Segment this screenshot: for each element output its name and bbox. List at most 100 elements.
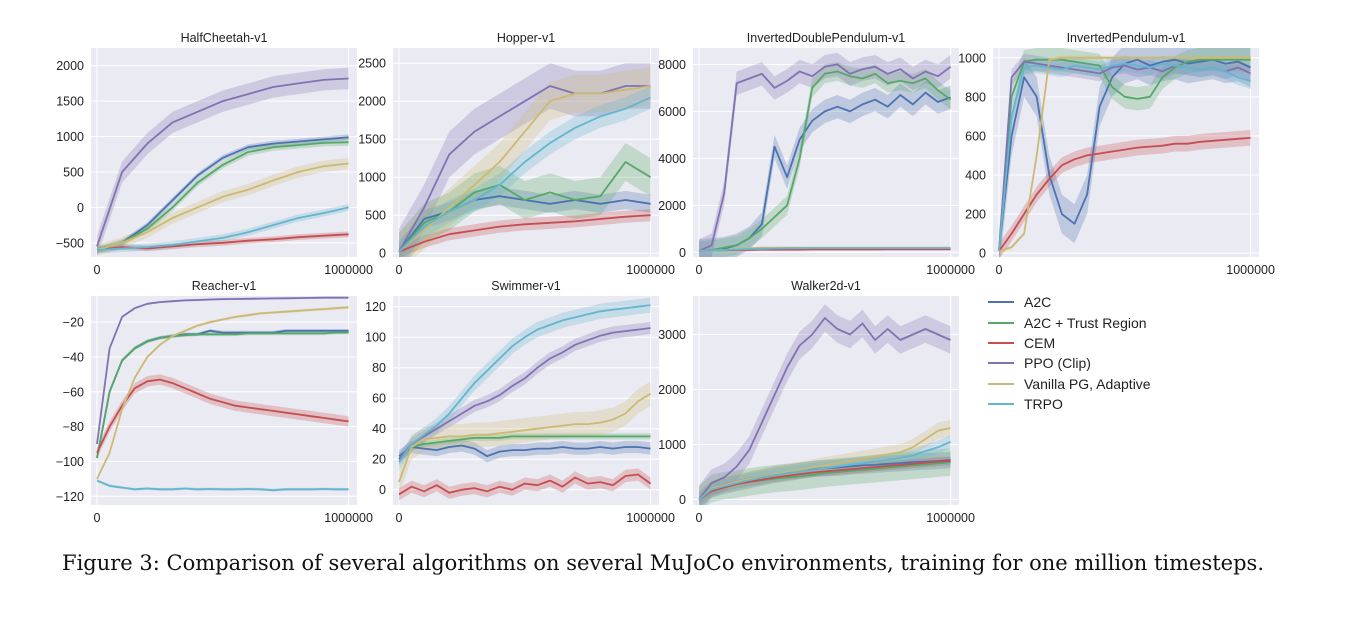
- y-tick-label: 20: [372, 453, 386, 467]
- line-trpo: [398, 304, 651, 463]
- series-group: [398, 297, 652, 501]
- line-trpo: [96, 479, 349, 492]
- line-a2c-trust-region: [698, 70, 952, 252]
- y-tick-label: 500: [63, 165, 84, 179]
- band-vanilla-pg-adaptive: [399, 67, 651, 257]
- line-a2c-trust-region: [998, 58, 1251, 252]
- line-cem: [96, 378, 349, 454]
- band-a2c-trust-region: [699, 448, 951, 505]
- y-tick-label: 8000: [658, 58, 686, 72]
- line-a2c: [398, 444, 651, 458]
- legend-label: TRPO: [1024, 396, 1063, 413]
- legend-item-cem: CEM: [988, 333, 1151, 353]
- chart-reacher-v1: −120 −100 −80 −60 −40 −20 0 1000000 Reacher-v1: [56, 279, 373, 525]
- line-ppo-clip: [398, 85, 651, 253]
- x-tick-label: 1000000: [626, 511, 675, 525]
- series-group: [698, 52, 952, 257]
- legend-label: A2C: [1024, 294, 1052, 311]
- band-ppo-clip: [97, 67, 349, 257]
- legend-item-a2c-trust-region: A2C + Trust Region: [988, 312, 1151, 332]
- chart-hopper-v1: 0 500 1000 1500 2000 2500 0 1000000 Hopper-v1: [358, 31, 675, 277]
- x-tick-label: 1000000: [1226, 263, 1275, 277]
- y-tick-label: 100: [365, 331, 386, 345]
- y-tick-label: −40: [63, 350, 84, 364]
- y-tick-label: 120: [365, 300, 386, 314]
- legend-item-a2c: A2C: [988, 292, 1151, 312]
- chart-title: InvertedPendulum-v1: [1067, 31, 1186, 45]
- line-trpo: [698, 440, 951, 501]
- band-cem: [999, 130, 1251, 257]
- legend-item-trpo: TRPO: [988, 394, 1151, 414]
- line-vanilla-pg-adaptive: [398, 392, 652, 483]
- line-ppo-clip: [398, 327, 651, 460]
- x-tick-label: 0: [94, 263, 101, 277]
- series-group: [698, 304, 951, 505]
- y-tick-label: 400: [965, 168, 986, 182]
- y-tick-label: 2000: [658, 383, 686, 397]
- x-tick-label: 0: [696, 263, 703, 277]
- line-ppo-clip: [698, 317, 951, 501]
- y-tick-label: 6000: [658, 105, 686, 119]
- chart-title: Swimmer-v1: [491, 279, 560, 293]
- line-trpo: [998, 62, 1251, 252]
- y-tick-label: 4000: [658, 152, 686, 166]
- y-tick-label: −500: [56, 236, 84, 250]
- series-group: [96, 296, 349, 492]
- legend-label: CEM: [1024, 334, 1056, 351]
- y-tick-label: 800: [965, 90, 986, 104]
- line-ppo-clip: [96, 296, 349, 445]
- line-a2c-trust-region: [96, 141, 349, 251]
- y-tick-label: 1500: [56, 95, 84, 109]
- series-group: [998, 48, 1251, 257]
- y-tick-label: 3000: [658, 328, 686, 342]
- y-tick-label: 0: [77, 201, 84, 215]
- y-tick-label: 600: [965, 129, 986, 143]
- band-a2c: [699, 451, 951, 505]
- y-tick-label: 0: [379, 483, 386, 497]
- y-tick-label: 2500: [358, 57, 386, 71]
- band-trpo: [399, 297, 651, 470]
- legend-label: PPO (Clip): [1024, 355, 1091, 372]
- band-trpo: [999, 55, 1251, 257]
- band-trpo: [699, 435, 951, 505]
- y-tick-label: 2000: [56, 59, 84, 73]
- x-tick-label: 1000000: [626, 263, 675, 277]
- y-tick-label: −60: [63, 385, 84, 399]
- y-tick-label: −120: [56, 490, 84, 504]
- band-cem: [399, 209, 651, 257]
- y-tick-label: 500: [365, 209, 386, 223]
- plot-background: [693, 296, 959, 505]
- x-tick-label: 0: [396, 263, 403, 277]
- chart-title: Reacher-v1: [192, 279, 257, 293]
- line-vanilla-pg-adaptive: [96, 306, 349, 480]
- line-vanilla-pg-adaptive: [398, 85, 651, 253]
- y-tick-label: 1000: [958, 51, 986, 65]
- chart-walker2d-v1: 0 1000 2000 3000 0 1000000 Walker2d-v1: [658, 279, 975, 525]
- line-cem: [398, 473, 652, 496]
- line-cem: [398, 214, 651, 253]
- legend-swatch: [988, 362, 1014, 365]
- x-tick-label: 0: [696, 511, 703, 525]
- legend-swatch: [988, 301, 1014, 304]
- y-tick-label: 0: [679, 493, 686, 507]
- band-ppo-clip: [699, 52, 951, 257]
- line-a2c-trust-region: [398, 435, 651, 460]
- legend: A2C A2C + Trust Region CEM PPO (Clip) Vanill…: [988, 292, 1151, 414]
- x-tick-label: 0: [94, 511, 101, 525]
- line-a2c: [96, 136, 349, 251]
- band-ppo-clip: [999, 53, 1251, 257]
- y-tick-label: 0: [379, 247, 386, 261]
- y-tick-label: 60: [372, 392, 386, 406]
- plot-background: [393, 296, 659, 505]
- y-tick-label: 0: [679, 246, 686, 260]
- y-tick-label: 200: [965, 208, 986, 222]
- line-trpo: [698, 247, 951, 252]
- legend-label: Vanilla PG, Adaptive: [1024, 375, 1151, 392]
- x-tick-label: 1000000: [926, 511, 975, 525]
- chart-title: Hopper-v1: [497, 31, 555, 45]
- legend-label: A2C + Trust Region: [1024, 314, 1147, 331]
- y-tick-label: 2000: [658, 199, 686, 213]
- chart-title: InvertedDoublePendulum-v1: [747, 31, 905, 45]
- y-tick-label: 1000: [56, 130, 84, 144]
- chart-inverteddoublependulum-v1: 0 2000 4000 6000 8000 0 1000000 InvertedDoubleP…: [658, 31, 975, 277]
